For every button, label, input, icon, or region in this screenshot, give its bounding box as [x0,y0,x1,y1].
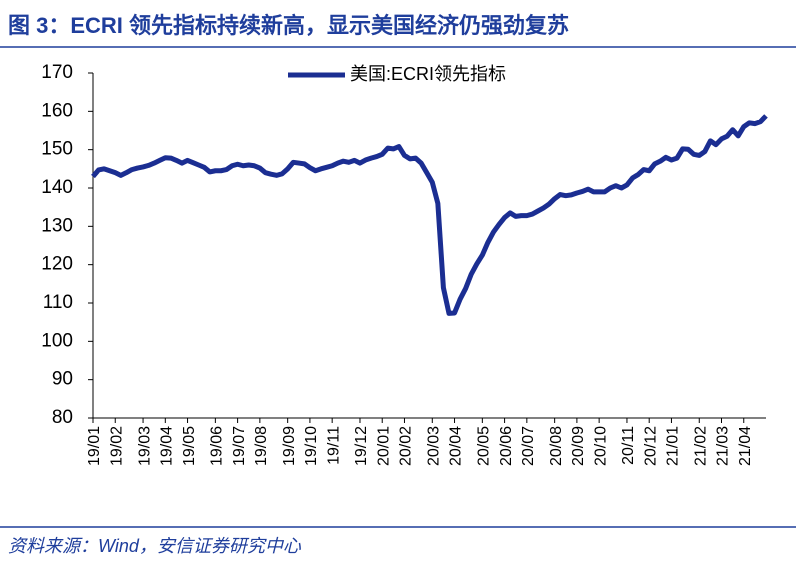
x-tick-label: 20/04 [448,426,465,466]
y-tick-label: 140 [41,177,73,198]
x-tick-label: 21/04 [737,426,754,466]
x-tick-label: 20/11 [620,426,637,465]
x-tick-label: 19/06 [209,426,226,466]
y-tick-label: 150 [41,139,73,160]
x-tick-label: 20/07 [520,426,537,466]
x-tick-label: 20/08 [548,426,565,466]
y-tick-label: 130 [41,215,73,236]
x-tick-label: 19/10 [303,426,320,466]
x-tick-label: 19/12 [353,426,370,466]
x-tick-label: 20/06 [498,426,515,466]
x-tick-label: 20/09 [570,426,587,466]
y-tick-label: 170 [41,62,73,83]
x-tick-label: 19/02 [108,426,125,466]
x-tick-label: 20/12 [642,426,659,466]
x-tick-label: 20/10 [592,426,609,466]
y-tick-label: 110 [43,292,73,313]
series-line [91,114,768,316]
x-tick-label: 19/04 [159,426,176,466]
chart-title: 图 3：ECRI 领先指标持续新高，显示美国经济仍强劲复苏 [8,13,569,38]
y-tick-label: 120 [41,254,73,275]
x-tick-label: 19/01 [86,426,103,466]
x-tick-label: 19/08 [253,426,270,466]
source: 资料来源：Wind，安信证券研究中心 [8,536,302,556]
x-tick-label: 19/07 [231,426,248,466]
x-tick-label: 20/03 [425,426,442,466]
x-tick-label: 19/03 [136,426,153,466]
y-tick-label: 160 [41,100,73,121]
y-tick-label: 90 [52,369,73,390]
x-tick-label: 20/05 [476,426,493,466]
x-tick-label: 19/11 [325,426,342,465]
x-tick-label: 21/02 [692,426,709,466]
x-tick-label: 19/09 [281,426,298,466]
x-tick-label: 21/01 [665,426,682,466]
plot: 80 90 100 110 120 130 140 150 160 170 19/01 19/02 19… [41,62,768,466]
y-tick-label: 100 [41,330,73,351]
legend-label: 美国:ECRI领先指标 [350,64,506,84]
x-tick-label: 21/03 [715,426,732,466]
y-tick-label: 80 [52,407,73,428]
x-tick-label: 20/02 [398,426,415,466]
x-tick-label: 19/05 [181,426,198,466]
x-tick-label: 20/01 [375,426,392,466]
